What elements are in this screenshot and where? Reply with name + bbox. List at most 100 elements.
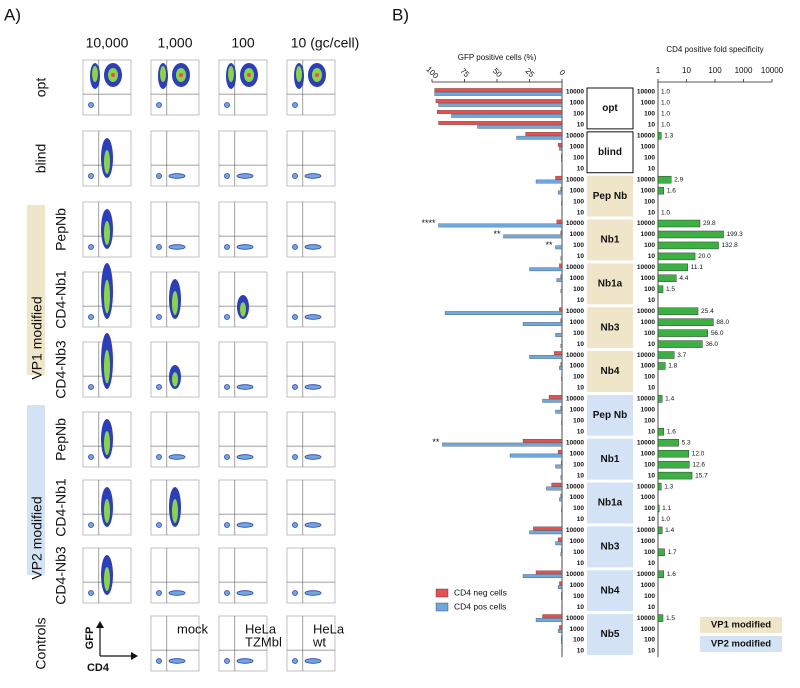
bar xyxy=(559,497,563,502)
group-label: Nb1 xyxy=(601,454,620,465)
population xyxy=(104,150,110,174)
bar xyxy=(555,245,563,250)
x-tick-label: 1 xyxy=(656,66,661,75)
panel-label: A) xyxy=(4,5,21,24)
bar xyxy=(559,263,563,268)
y-tick-label: 100 xyxy=(573,286,584,293)
value-label: 2.9 xyxy=(674,176,683,183)
y-tick-label: 100 xyxy=(644,418,655,425)
population xyxy=(172,372,178,387)
y-tick-label: 100 xyxy=(573,330,584,337)
y-tick-label: 100 xyxy=(644,242,655,249)
x-tick-label: 25 xyxy=(523,66,536,79)
population xyxy=(104,279,110,314)
population xyxy=(168,590,186,596)
population xyxy=(224,658,230,664)
y-tick-label: 10 xyxy=(648,516,656,523)
bar xyxy=(444,311,563,315)
group-label: Nb1a xyxy=(598,278,623,289)
axis-label: GFP xyxy=(84,627,96,650)
y-tick-label: 100 xyxy=(644,505,655,512)
y-tick-label: 10 xyxy=(577,516,585,523)
value-label: 56.0 xyxy=(711,330,724,337)
y-tick-label: 100 xyxy=(644,111,655,118)
population xyxy=(304,658,322,664)
bar xyxy=(555,409,563,414)
bar xyxy=(657,362,666,370)
population xyxy=(156,454,162,460)
y-tick-label: 10000 xyxy=(637,176,655,183)
value-label: 1.3 xyxy=(664,133,673,140)
population xyxy=(168,244,186,250)
group-box xyxy=(587,394,633,436)
value-label: 1.1 xyxy=(662,505,671,512)
bar xyxy=(561,508,563,513)
group-label: Nb1 xyxy=(601,235,620,246)
x-tick-label: 100 xyxy=(708,66,722,75)
y-tick-label: 1000 xyxy=(570,144,585,151)
bar xyxy=(555,333,563,337)
bar xyxy=(477,124,563,129)
population xyxy=(296,66,302,82)
population xyxy=(104,349,110,384)
y-tick-label: 10 xyxy=(577,604,585,611)
bar xyxy=(561,201,563,206)
y-tick-label: 1000 xyxy=(570,187,585,194)
y-tick-label: 1000 xyxy=(570,538,585,545)
bar xyxy=(548,395,563,399)
bar xyxy=(557,190,563,195)
y-tick-label: 100 xyxy=(644,286,655,293)
y-tick-label: 1000 xyxy=(641,144,656,151)
y-tick-label: 10 xyxy=(577,297,585,304)
group-box xyxy=(587,219,633,261)
y-tick-label: 10000 xyxy=(637,615,655,622)
y-tick-label: 1000 xyxy=(641,100,656,107)
population xyxy=(104,431,110,455)
group-box xyxy=(587,526,633,568)
y-tick-label: 1000 xyxy=(570,407,585,414)
group-label: Nb4 xyxy=(601,366,620,377)
row-label: CD4-Nb1 xyxy=(53,270,69,329)
bar xyxy=(529,355,563,359)
value-label: 132.8 xyxy=(722,242,739,249)
value-label: 15.7 xyxy=(695,472,708,479)
population xyxy=(156,522,162,528)
bar xyxy=(561,596,563,600)
y-tick-label: 1000 xyxy=(570,363,585,370)
group-band xyxy=(27,205,45,375)
y-tick-label: 100 xyxy=(573,505,584,512)
population xyxy=(156,314,162,320)
bar xyxy=(555,541,563,546)
group-box xyxy=(587,263,633,305)
value-label: 1.0 xyxy=(661,100,670,107)
value-label: 3.7 xyxy=(677,352,686,359)
y-tick-label: 100 xyxy=(573,154,584,161)
bar xyxy=(529,530,563,535)
population xyxy=(224,454,230,460)
population xyxy=(156,102,162,108)
bar xyxy=(557,449,563,454)
bar xyxy=(657,307,699,315)
population xyxy=(292,454,298,460)
bar xyxy=(434,92,563,96)
bar xyxy=(561,636,563,640)
population xyxy=(88,384,94,390)
population xyxy=(160,66,166,82)
y-tick-label: 10 xyxy=(577,122,585,129)
population xyxy=(224,244,230,250)
value-label: 1.5 xyxy=(666,615,675,622)
y-tick-label: 10000 xyxy=(637,308,655,315)
bar xyxy=(657,230,724,239)
y-tick-label: 10000 xyxy=(566,89,584,96)
y-tick-label: 1000 xyxy=(641,275,656,282)
bar xyxy=(657,614,664,622)
value-label: 1.0 xyxy=(661,89,670,96)
population xyxy=(236,384,254,390)
population xyxy=(304,454,322,460)
bar xyxy=(560,552,563,557)
population xyxy=(88,522,94,528)
group-label: Pep Nb xyxy=(593,410,627,421)
value-label: 36.0 xyxy=(705,341,718,348)
y-tick-label: 1000 xyxy=(641,407,656,414)
population xyxy=(88,454,94,460)
